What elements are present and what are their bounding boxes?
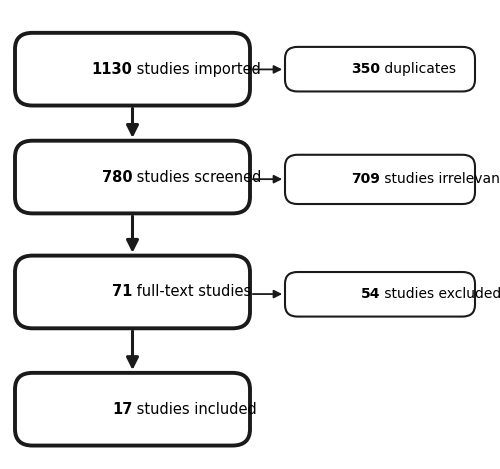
- Text: 709: 709: [351, 173, 380, 186]
- Text: studies excluded: studies excluded: [380, 287, 500, 301]
- Text: 71: 71: [112, 285, 132, 299]
- FancyBboxPatch shape: [285, 47, 475, 91]
- Text: 17: 17: [112, 402, 132, 416]
- Text: duplicates: duplicates: [380, 62, 456, 76]
- Text: studies imported: studies imported: [132, 62, 262, 76]
- Text: 780: 780: [102, 170, 132, 184]
- Text: 350: 350: [351, 62, 380, 76]
- FancyBboxPatch shape: [15, 373, 250, 446]
- FancyBboxPatch shape: [15, 33, 250, 106]
- Text: 1130: 1130: [92, 62, 132, 76]
- Text: studies screened: studies screened: [132, 170, 262, 184]
- FancyBboxPatch shape: [285, 272, 475, 317]
- Text: 54: 54: [360, 287, 380, 301]
- FancyBboxPatch shape: [285, 155, 475, 204]
- FancyBboxPatch shape: [15, 256, 250, 328]
- Text: studies irrelevant: studies irrelevant: [380, 173, 500, 186]
- Text: studies included: studies included: [132, 402, 257, 416]
- FancyBboxPatch shape: [15, 141, 250, 213]
- Text: full-text studies: full-text studies: [132, 285, 252, 299]
